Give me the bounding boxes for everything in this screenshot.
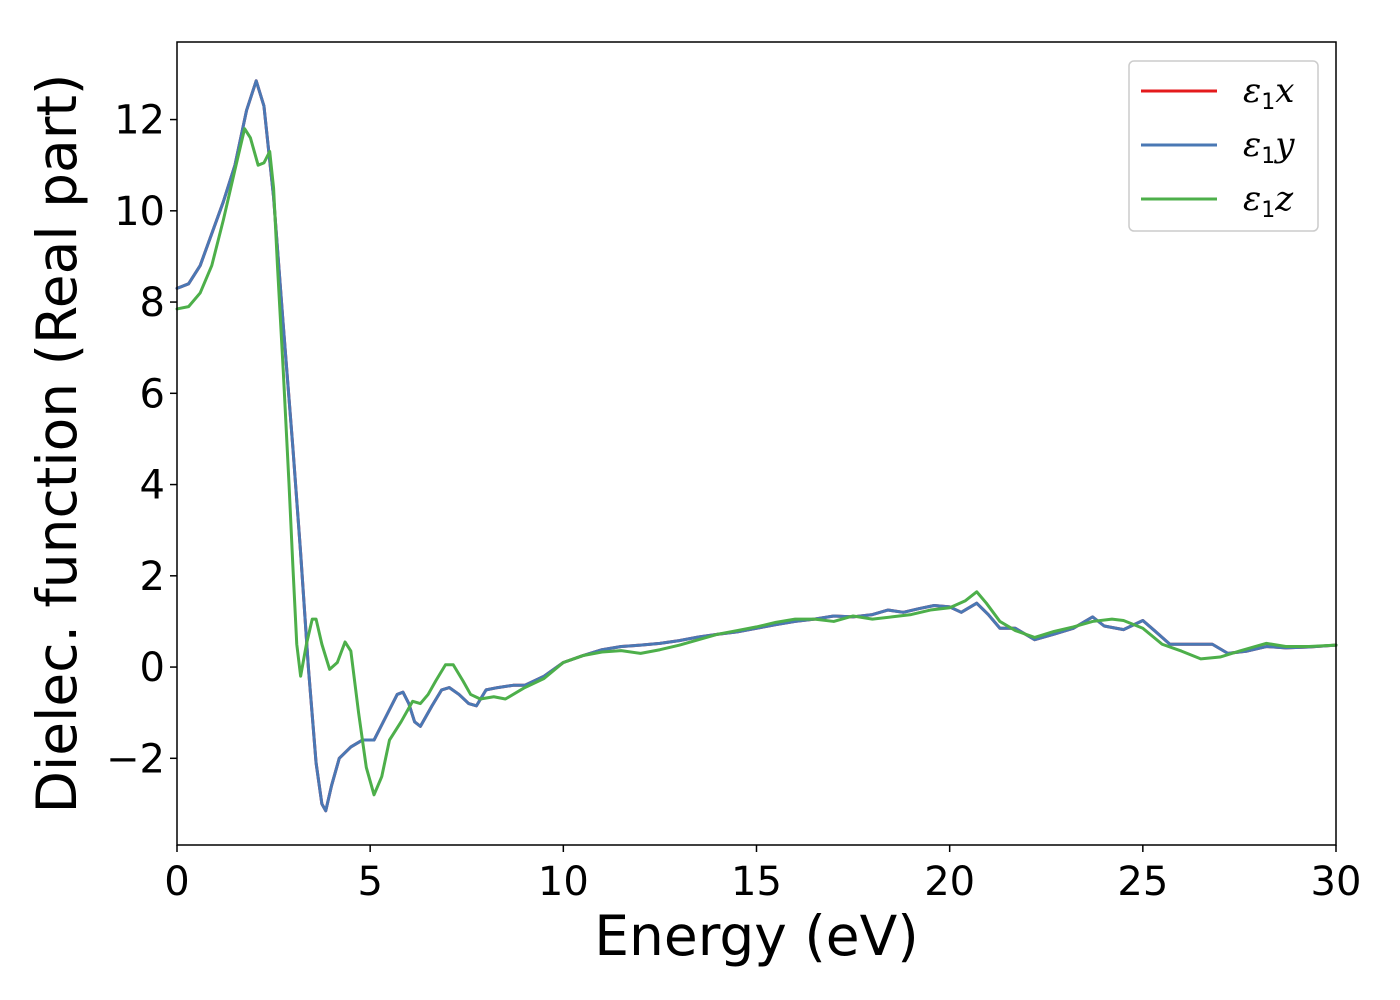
x-tick-label: 0 xyxy=(164,859,189,905)
y-tick-label: 2 xyxy=(140,554,165,600)
axes-layer: 0 5 10 15 20 25 30 −2 0 2 4 6 8 10 12 xyxy=(106,41,1362,905)
x-tick-label: 10 xyxy=(538,859,589,905)
x-tick-label: 5 xyxy=(357,859,382,905)
x-tick-label: 20 xyxy=(924,859,975,905)
y-tick-label: −2 xyxy=(106,736,165,782)
y-axis-label: Dielec. function (Real part) xyxy=(25,74,89,814)
x-tick-label: 30 xyxy=(1311,859,1362,905)
y-tick-label: 12 xyxy=(114,98,165,144)
y-tick-label: 8 xyxy=(140,280,165,326)
y-tick-label: 4 xyxy=(140,463,165,509)
legend: ε1x ε1y ε1z xyxy=(1128,60,1319,232)
x-tick-label: 15 xyxy=(731,859,782,905)
legend-label-x: ε1x xyxy=(1243,71,1294,115)
legend-box xyxy=(1128,60,1319,232)
legend-label-z: ε1z xyxy=(1243,179,1294,223)
series-line-z xyxy=(175,127,1338,797)
y-tick-label: 10 xyxy=(114,189,165,235)
x-tick-label: 25 xyxy=(1117,859,1168,905)
legend-label-y: ε1y xyxy=(1243,125,1295,169)
y-tick-label: 0 xyxy=(140,645,165,691)
x-axis-label: Energy (eV) xyxy=(594,904,918,968)
y-tick-label: 6 xyxy=(140,371,165,417)
series-layer xyxy=(175,79,1338,813)
